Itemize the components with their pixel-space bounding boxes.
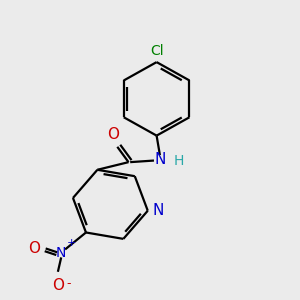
Text: N: N bbox=[154, 152, 166, 167]
Text: O: O bbox=[107, 127, 119, 142]
Text: H: H bbox=[174, 154, 184, 168]
Text: O: O bbox=[52, 278, 64, 292]
Text: O: O bbox=[28, 241, 40, 256]
Text: -: - bbox=[66, 277, 70, 290]
Text: N: N bbox=[152, 203, 164, 218]
Text: +: + bbox=[67, 238, 76, 248]
Text: N: N bbox=[56, 246, 66, 260]
Text: Cl: Cl bbox=[150, 44, 164, 58]
